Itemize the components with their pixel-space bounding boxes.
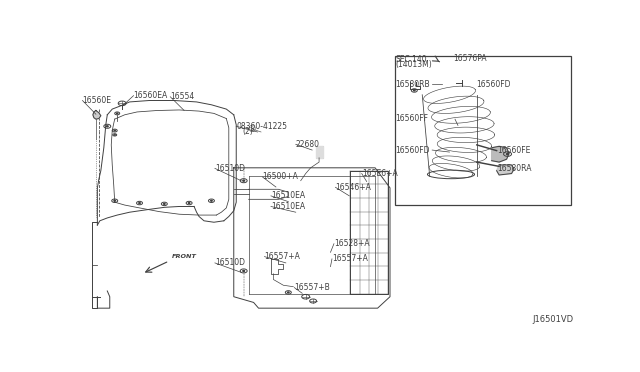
Text: FRONT: FRONT xyxy=(172,254,196,259)
Text: 16557+A: 16557+A xyxy=(332,254,368,263)
Text: 16560FD: 16560FD xyxy=(476,80,510,89)
Circle shape xyxy=(164,203,165,204)
Text: 16510D: 16510D xyxy=(215,259,245,267)
Text: 16500+A: 16500+A xyxy=(262,173,298,182)
Text: 16580RA: 16580RA xyxy=(498,164,532,173)
Text: (14013M): (14013M) xyxy=(396,60,432,68)
Text: 16510EA: 16510EA xyxy=(271,202,305,211)
Text: 16557+A: 16557+A xyxy=(264,252,300,261)
Bar xyxy=(395,56,571,205)
Text: 165E6+A: 165E6+A xyxy=(362,169,397,178)
Text: 16510EA: 16510EA xyxy=(271,191,305,201)
Circle shape xyxy=(243,180,244,181)
Polygon shape xyxy=(497,165,514,175)
Circle shape xyxy=(114,200,115,201)
Circle shape xyxy=(211,200,212,201)
Text: 16560E: 16560E xyxy=(83,96,111,105)
Text: 16528+A: 16528+A xyxy=(334,239,369,248)
Polygon shape xyxy=(93,110,101,119)
Circle shape xyxy=(413,90,415,91)
Text: 16560FD: 16560FD xyxy=(396,145,430,154)
Text: 16557+B: 16557+B xyxy=(294,283,330,292)
Polygon shape xyxy=(492,146,509,162)
Circle shape xyxy=(116,113,118,114)
Text: 22680: 22680 xyxy=(296,140,320,149)
Circle shape xyxy=(106,126,108,127)
Text: $\circledS$: $\circledS$ xyxy=(248,122,257,134)
Text: 16580RB: 16580RB xyxy=(396,80,430,89)
Text: SEC.140: SEC.140 xyxy=(396,55,427,64)
Text: 08360-41225: 08360-41225 xyxy=(236,122,287,131)
Circle shape xyxy=(287,292,289,293)
Circle shape xyxy=(243,270,244,272)
Text: 16546+A: 16546+A xyxy=(335,183,371,192)
Text: 16510D: 16510D xyxy=(215,164,245,173)
Text: J16501VD: J16501VD xyxy=(532,315,573,324)
Text: (2): (2) xyxy=(243,126,253,136)
Polygon shape xyxy=(316,146,323,158)
Circle shape xyxy=(507,154,509,155)
Text: 16576PA: 16576PA xyxy=(453,54,486,62)
Text: 16560FE: 16560FE xyxy=(498,145,531,154)
Text: 16554: 16554 xyxy=(170,92,195,101)
Circle shape xyxy=(114,130,115,131)
Text: 16560FF: 16560FF xyxy=(396,114,428,123)
Text: 16560EA: 16560EA xyxy=(134,91,168,100)
